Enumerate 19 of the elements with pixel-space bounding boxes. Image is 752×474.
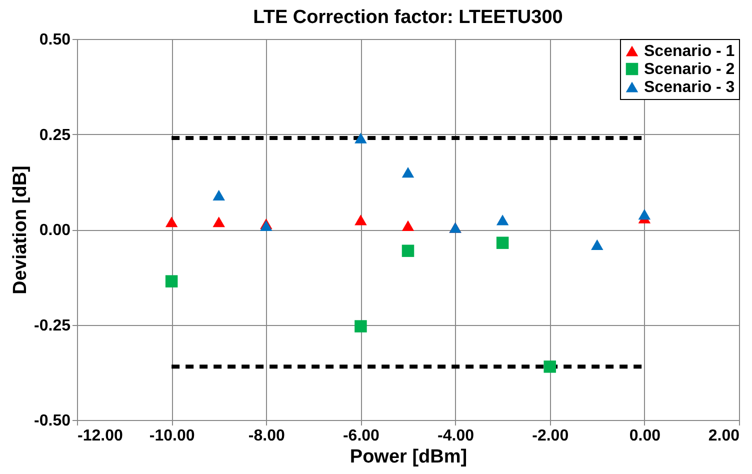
- x-tick-label: -2.00: [532, 428, 569, 444]
- y-axis-title: Deviation [dB]: [10, 166, 32, 294]
- y-tick-label: 0.50: [39, 32, 71, 48]
- legend-label: Scenario - 1: [644, 43, 735, 60]
- x-tick-label: -8.00: [248, 428, 285, 444]
- x-tick-label: -4.00: [438, 428, 474, 444]
- legend-label: Scenario - 3: [644, 79, 735, 96]
- y-tick-label: -0.50: [34, 412, 71, 430]
- y-tick-label: 0.25: [39, 126, 71, 144]
- x-tick-label: -6.00: [342, 428, 380, 444]
- x-tick-label: 0.00: [629, 428, 661, 444]
- x-tick-label: -12.00: [78, 428, 123, 444]
- chart-title: LTE Correction factor: LTEETU300: [253, 7, 563, 28]
- x-tick-label: -10.00: [149, 428, 195, 444]
- y-tick-label: -0.25: [34, 317, 71, 334]
- y-tick-label: 0.00: [39, 222, 71, 239]
- legend-label: Scenario - 2: [644, 61, 735, 78]
- x-axis-title: Power [dBm]: [350, 446, 468, 468]
- x-tick-label: 2.00: [708, 428, 740, 444]
